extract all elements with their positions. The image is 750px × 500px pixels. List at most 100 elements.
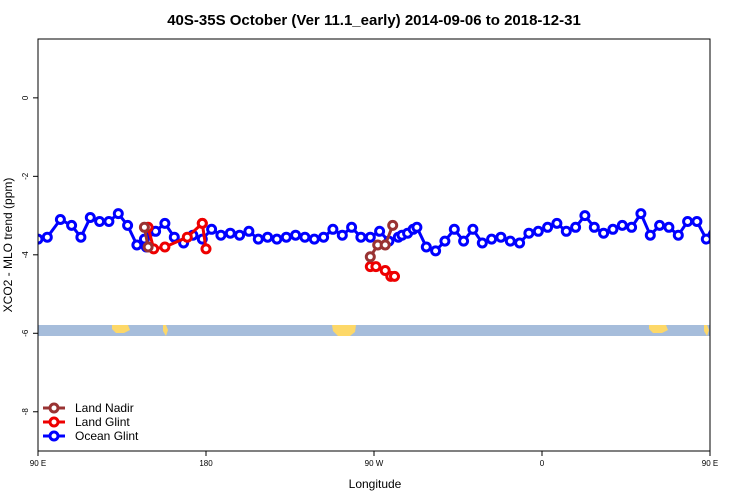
x-tick-label: 180 [199, 459, 213, 468]
data-point-ocean-glint [131, 239, 143, 251]
legend-marker-ocean-glint [48, 430, 60, 442]
data-point-ocean-glint [430, 245, 442, 257]
data-point-ocean-glint [486, 233, 498, 245]
data-point-land-glint [159, 241, 171, 253]
series-land-nadir [138, 219, 399, 263]
data-point-land-nadir [387, 219, 399, 231]
data-point-ocean-glint [560, 225, 572, 237]
data-point-ocean-glint [122, 219, 134, 231]
legend-label-land-glint: Land Glint [75, 415, 130, 429]
data-point-ocean-glint [112, 208, 124, 220]
data-point-ocean-glint [579, 210, 591, 222]
data-point-land-nadir [379, 239, 391, 251]
data-point-ocean-glint [700, 233, 710, 245]
data-point-ocean-glint [712, 218, 720, 226]
x-tick-label: 90 W [365, 459, 384, 468]
data-point-ocean-glint [346, 221, 358, 233]
data-point-ocean-glint [103, 216, 115, 227]
data-point-land-nadir [364, 251, 376, 263]
data-point-ocean-glint [654, 219, 666, 231]
series-layer [38, 208, 748, 282]
data-point-ocean-glint [458, 235, 470, 247]
data-point-ocean-glint [271, 233, 283, 245]
data-point-land-glint [181, 231, 193, 243]
data-point-land-glint [200, 243, 212, 255]
data-point-ocean-glint [420, 241, 432, 253]
data-point-ocean-glint [206, 223, 218, 235]
legend: Land Nadir Land Glint Ocean Glint [43, 401, 139, 443]
data-point-ocean-glint [299, 231, 311, 243]
data-point-ocean-glint [644, 229, 656, 241]
map-band [38, 325, 710, 336]
data-point-ocean-glint [215, 229, 227, 241]
data-point-ocean-glint [532, 225, 544, 237]
y-tick-label: -2 [21, 172, 30, 180]
data-point-ocean-glint [598, 227, 610, 239]
data-point-ocean-glint [290, 229, 302, 241]
data-point-ocean-glint [168, 231, 180, 243]
data-point-ocean-glint [607, 223, 619, 235]
data-point-ocean-glint [551, 217, 563, 229]
legend-item-land-glint: Land Glint [43, 415, 130, 429]
data-point-ocean-glint [467, 223, 479, 235]
legend-label-ocean-glint: Ocean Glint [75, 429, 139, 443]
data-point-ocean-glint [75, 231, 87, 243]
data-point-ocean-glint [252, 233, 264, 245]
data-point-ocean-glint [588, 221, 600, 233]
data-point-ocean-glint [94, 216, 106, 227]
y-axis-title: XCO2 - MLO trend (ppm) [1, 178, 15, 313]
data-point-ocean-glint [41, 231, 53, 243]
data-point-land-nadir [138, 221, 150, 233]
data-point-ocean-glint [243, 225, 255, 237]
land-patch-tasmania-2 [704, 325, 709, 336]
x-tick-label: 90 E [30, 459, 46, 468]
legend-marker-land-glint [48, 416, 60, 428]
land-patch-south-america [332, 325, 356, 336]
data-point-ocean-glint [672, 229, 684, 241]
data-point-ocean-glint [542, 221, 554, 233]
land-patch-new-zealand [112, 325, 130, 333]
data-point-ocean-glint [730, 235, 738, 243]
data-point-ocean-glint [439, 235, 451, 247]
legend-label-land-nadir: Land Nadir [75, 401, 134, 415]
y-tick-label: -6 [21, 329, 30, 337]
data-point-ocean-glint [495, 231, 507, 243]
data-point-ocean-glint [224, 227, 236, 239]
data-point-ocean-glint [234, 229, 246, 241]
data-point-ocean-glint [364, 231, 376, 243]
data-point-ocean-glint [740, 218, 748, 226]
data-point-ocean-glint [159, 217, 171, 229]
x-tick-label: 0 [540, 459, 545, 468]
data-point-land-glint [389, 270, 400, 282]
data-point-ocean-glint [54, 214, 66, 225]
legend-item-ocean-glint: Ocean Glint [43, 429, 139, 443]
land-patch-tasmania [163, 325, 168, 336]
data-point-ocean-glint [663, 221, 675, 233]
data-point-ocean-glint [318, 231, 330, 243]
data-point-ocean-glint [84, 212, 96, 223]
data-point-land-glint [370, 261, 382, 273]
data-point-ocean-glint [411, 221, 423, 233]
data-point-ocean-glint [616, 219, 628, 231]
y-tick-label: -8 [21, 408, 30, 416]
x-axis-title: Longitude [349, 477, 402, 491]
legend-marker-land-nadir [48, 402, 60, 414]
data-point-ocean-glint [635, 208, 647, 220]
land-patch-new-zealand-2 [649, 325, 668, 333]
data-point-ocean-glint [504, 235, 516, 247]
data-point-ocean-glint [280, 231, 292, 243]
data-point-ocean-glint [336, 229, 348, 241]
data-point-ocean-glint [626, 221, 638, 233]
data-point-ocean-glint [327, 223, 339, 235]
y-axis: 0 -2 -4 -6 -8 [21, 95, 38, 415]
data-point-ocean-glint [691, 216, 703, 227]
x-axis: 90 E 180 90 W 0 90 E [30, 451, 718, 468]
legend-item-land-nadir: Land Nadir [43, 401, 134, 415]
ocean-band [38, 325, 710, 336]
data-point-ocean-glint [262, 231, 274, 243]
chart-title: 40S-35S October (Ver 11.1_early) 2014-09… [167, 12, 581, 29]
data-point-ocean-glint [374, 225, 386, 237]
data-point-ocean-glint [66, 219, 78, 231]
x-tick-label: 90 E [702, 459, 718, 468]
